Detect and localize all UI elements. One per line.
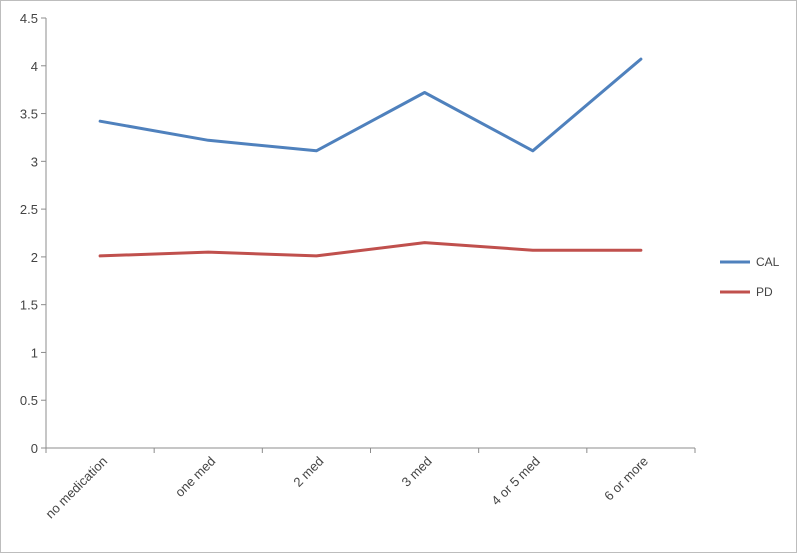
axes: 0 0.5 1 1.5 2 2.5 3 3.5 4 4.5 no medication one med… xyxy=(20,11,696,522)
series-layer xyxy=(98,57,643,258)
y-tick-label: 4 xyxy=(31,59,38,74)
x-tick-label: no medication xyxy=(42,454,110,522)
legend-label-pd: PD xyxy=(756,285,773,299)
x-tick-label: 4 or 5 med xyxy=(488,454,543,509)
y-tick-label: 3.5 xyxy=(20,107,38,122)
y-tick-label: 2.5 xyxy=(20,202,38,217)
series-line-pd xyxy=(98,241,643,258)
y-tick-label: 1.5 xyxy=(20,298,38,313)
x-tick-label: one med xyxy=(172,454,218,500)
y-tick-label: 0.5 xyxy=(20,393,38,408)
series-line-cal xyxy=(98,57,643,153)
y-tick-label: 0 xyxy=(31,441,38,456)
x-tick-label: 2 med xyxy=(290,454,326,490)
y-tick-label: 4.5 xyxy=(20,11,38,26)
legend-label-cal: CAL xyxy=(756,255,780,269)
x-tick-label: 3 med xyxy=(399,454,435,490)
y-tick-label: 3 xyxy=(31,154,38,169)
x-tick-label: 6 or more xyxy=(601,454,651,504)
y-tick-label: 1 xyxy=(31,345,38,360)
y-tick-label: 2 xyxy=(31,250,38,265)
legend: CAL PD xyxy=(720,255,780,299)
